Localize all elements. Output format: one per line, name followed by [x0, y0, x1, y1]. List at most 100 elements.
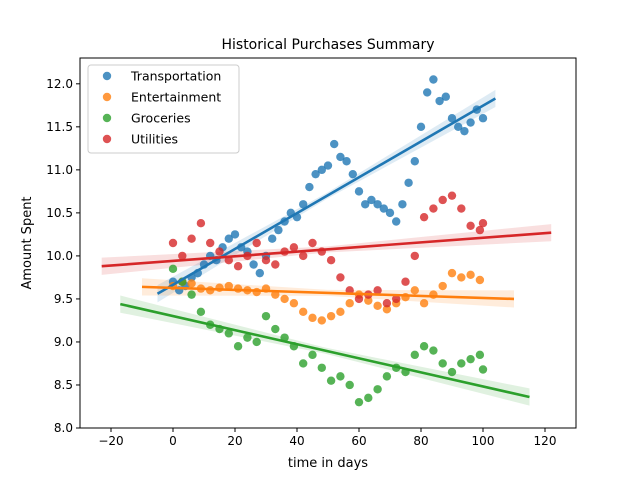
data-point-1-45 — [441, 92, 450, 101]
data-point-4-14 — [289, 243, 299, 252]
data-point-1-11 — [230, 230, 240, 239]
data-point-2-3 — [187, 279, 196, 288]
data-point-4-16 — [308, 238, 317, 248]
data-point-2-31 — [447, 268, 457, 278]
data-point-1-42 — [423, 88, 432, 97]
data-point-3-4 — [196, 307, 206, 317]
y-axis-label: Amount Spent — [20, 196, 35, 289]
data-point-3-17 — [317, 363, 326, 372]
data-point-1-14 — [249, 260, 258, 269]
legend-label-4: Utilities — [131, 132, 178, 147]
data-point-3-32 — [457, 359, 466, 368]
data-point-3-20 — [345, 380, 354, 390]
data-point-3-28 — [419, 342, 429, 351]
data-point-1-44 — [435, 96, 444, 106]
data-point-3-27 — [410, 350, 419, 360]
data-point-1-34 — [373, 200, 382, 209]
data-point-2-24 — [382, 305, 392, 314]
data-point-4-32 — [457, 204, 466, 213]
data-point-1-39 — [404, 178, 413, 187]
x-tick-label-2: 0 — [169, 434, 177, 448]
data-point-1-38 — [398, 200, 407, 209]
data-point-1-49 — [466, 118, 475, 127]
x-axis-label: time in days — [288, 456, 368, 471]
data-point-2-14 — [289, 299, 299, 308]
legend-marker-2 — [102, 92, 112, 102]
data-point-1-15 — [255, 268, 264, 278]
data-point-3-15 — [299, 359, 308, 368]
data-point-1-35 — [379, 204, 388, 213]
legend-marker-1 — [102, 71, 112, 81]
data-point-1-31 — [354, 187, 364, 196]
data-point-1-36 — [385, 208, 395, 218]
data-point-4-15 — [299, 251, 308, 261]
data-point-1-48 — [460, 126, 469, 136]
plot-area — [101, 75, 552, 407]
plot-frame — [79, 57, 577, 429]
data-point-4-24 — [382, 299, 392, 308]
data-point-2-18 — [326, 311, 336, 321]
data-point-2-23 — [373, 301, 382, 311]
data-point-2-15 — [299, 307, 308, 317]
regression-line-2 — [141, 285, 515, 301]
x-axis: −20 0 20 40 60 80 100 120 — [98, 428, 556, 448]
data-point-2-10 — [252, 287, 261, 297]
legend-box — [87, 64, 240, 154]
data-point-3-10 — [252, 337, 261, 347]
data-point-3-12 — [271, 324, 280, 334]
data-point-4-33 — [466, 221, 475, 230]
data-point-1-28 — [336, 152, 345, 162]
data-point-4-10 — [252, 238, 261, 248]
data-point-4-6 — [215, 247, 224, 256]
data-point-2-20 — [345, 299, 354, 308]
data-point-3-29 — [429, 346, 438, 355]
data-point-4-21 — [354, 294, 364, 304]
regression-line-3 — [120, 302, 530, 399]
data-point-4-31 — [447, 191, 457, 200]
data-point-1-33 — [367, 195, 376, 205]
data-point-1-46 — [447, 114, 457, 123]
data-point-2-28 — [419, 299, 429, 308]
data-point-3-11 — [261, 311, 271, 321]
legend-marker-4 — [102, 134, 112, 144]
x-tick-label-7: 100 — [472, 434, 495, 448]
data-point-4-28 — [419, 212, 429, 222]
y-tick-label-4: 9.5 — [54, 292, 73, 306]
data-point-4-25 — [392, 294, 401, 304]
data-point-4-35 — [478, 219, 488, 228]
y-axis: 8.0 8.5 9.0 9.5 10.0 10.5 11.0 11.5 12.0 — [46, 77, 80, 435]
y-tick-label-2: 8.5 — [54, 378, 73, 392]
x-tick-label-6: 80 — [413, 434, 428, 448]
x-tick-label-3: 20 — [227, 434, 242, 448]
data-point-1-18 — [274, 225, 283, 235]
data-point-3-8 — [233, 342, 243, 351]
data-point-2-33 — [466, 270, 475, 280]
y-tick-label-9: 12.0 — [46, 77, 73, 91]
data-point-3-35 — [478, 365, 488, 374]
y-tick-label-8: 11.5 — [46, 120, 73, 134]
y-tick-label-3: 9.0 — [54, 335, 73, 349]
data-point-4-5 — [206, 238, 215, 248]
data-point-4-26 — [401, 277, 410, 286]
data-point-1-51 — [478, 114, 488, 123]
data-point-3-21 — [354, 397, 364, 407]
x-tick-label-8: 120 — [534, 434, 557, 448]
data-point-2-17 — [317, 316, 326, 325]
legend-marker-3 — [102, 113, 112, 123]
data-point-4-19 — [336, 273, 345, 282]
data-point-1-47 — [454, 122, 463, 132]
legend-label-1: Transportation — [130, 69, 221, 84]
y-tick-label-6: 10.5 — [46, 206, 73, 220]
regression-line-1 — [156, 97, 497, 295]
data-point-4-27 — [410, 251, 419, 261]
data-point-1-30 — [348, 169, 357, 179]
data-point-3-16 — [308, 350, 317, 360]
data-point-1-22 — [299, 200, 308, 209]
data-point-1-25 — [317, 165, 326, 175]
data-point-4-1 — [168, 238, 178, 248]
data-point-2-22 — [364, 296, 373, 305]
data-point-3-33 — [466, 354, 475, 364]
data-point-4-12 — [271, 260, 280, 269]
y-tick-label-7: 11.0 — [46, 163, 73, 177]
